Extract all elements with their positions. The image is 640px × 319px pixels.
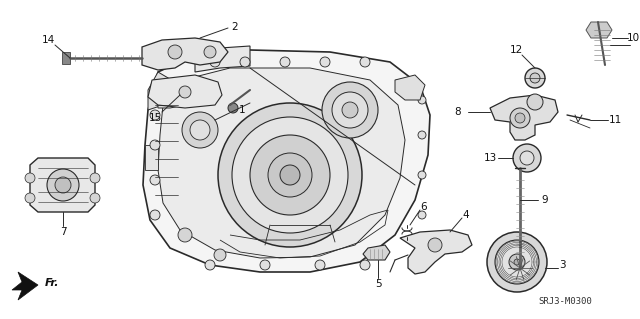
Circle shape [520,151,534,165]
Circle shape [55,177,71,193]
Polygon shape [490,95,558,140]
Circle shape [509,254,525,270]
Polygon shape [142,38,228,70]
Polygon shape [363,245,390,260]
Text: SRJ3-M0300: SRJ3-M0300 [538,298,592,307]
Circle shape [250,135,330,215]
Circle shape [513,144,541,172]
Circle shape [47,169,79,201]
Text: 13: 13 [483,153,497,163]
Polygon shape [400,230,472,274]
Polygon shape [158,68,405,258]
Polygon shape [395,75,425,100]
Text: 6: 6 [420,202,428,212]
Circle shape [218,103,362,247]
Circle shape [150,110,160,120]
Circle shape [232,117,348,233]
Polygon shape [30,158,95,212]
Polygon shape [143,50,430,272]
Circle shape [428,238,442,252]
Circle shape [204,46,216,58]
Circle shape [360,57,370,67]
Polygon shape [12,272,38,300]
Polygon shape [148,72,175,110]
Circle shape [210,57,220,67]
Circle shape [260,260,270,270]
Circle shape [514,259,520,265]
Circle shape [495,240,539,284]
Circle shape [530,73,540,83]
Circle shape [179,86,191,98]
Circle shape [515,113,525,123]
Polygon shape [148,75,222,108]
Circle shape [280,165,300,185]
Text: 4: 4 [463,210,469,220]
Polygon shape [158,88,185,108]
Text: 2: 2 [232,22,238,32]
Text: 5: 5 [374,279,381,289]
Circle shape [268,153,312,197]
Circle shape [150,175,160,185]
Text: 12: 12 [509,45,523,55]
Polygon shape [145,145,158,170]
Circle shape [418,131,426,139]
Circle shape [214,249,226,261]
Circle shape [514,262,526,274]
Circle shape [150,210,160,220]
Circle shape [190,120,210,140]
Text: 14: 14 [42,35,54,45]
Polygon shape [586,22,612,38]
Text: 1: 1 [239,105,245,115]
Text: 9: 9 [541,195,548,205]
Circle shape [178,228,192,242]
Text: 3: 3 [559,260,565,270]
Circle shape [182,112,218,148]
Circle shape [168,45,182,59]
Circle shape [418,211,426,219]
Circle shape [150,140,160,150]
Text: 15: 15 [148,113,162,123]
Circle shape [315,260,325,270]
Circle shape [320,57,330,67]
Circle shape [510,108,530,128]
Circle shape [205,260,215,270]
Text: 8: 8 [454,107,461,117]
Circle shape [418,96,426,104]
Circle shape [322,82,378,138]
Circle shape [25,173,35,183]
Circle shape [90,193,100,203]
Circle shape [525,68,545,88]
Polygon shape [195,46,250,72]
Polygon shape [62,52,70,64]
Circle shape [418,171,426,179]
Circle shape [527,94,543,110]
Circle shape [487,232,547,292]
Circle shape [240,57,250,67]
Text: 10: 10 [627,33,639,43]
Circle shape [342,102,358,118]
Circle shape [228,103,238,113]
Text: 7: 7 [60,227,67,237]
Circle shape [280,57,290,67]
Circle shape [25,193,35,203]
Circle shape [332,92,368,128]
Text: 11: 11 [609,115,621,125]
Circle shape [90,173,100,183]
Circle shape [360,260,370,270]
Text: Fr.: Fr. [45,278,60,288]
